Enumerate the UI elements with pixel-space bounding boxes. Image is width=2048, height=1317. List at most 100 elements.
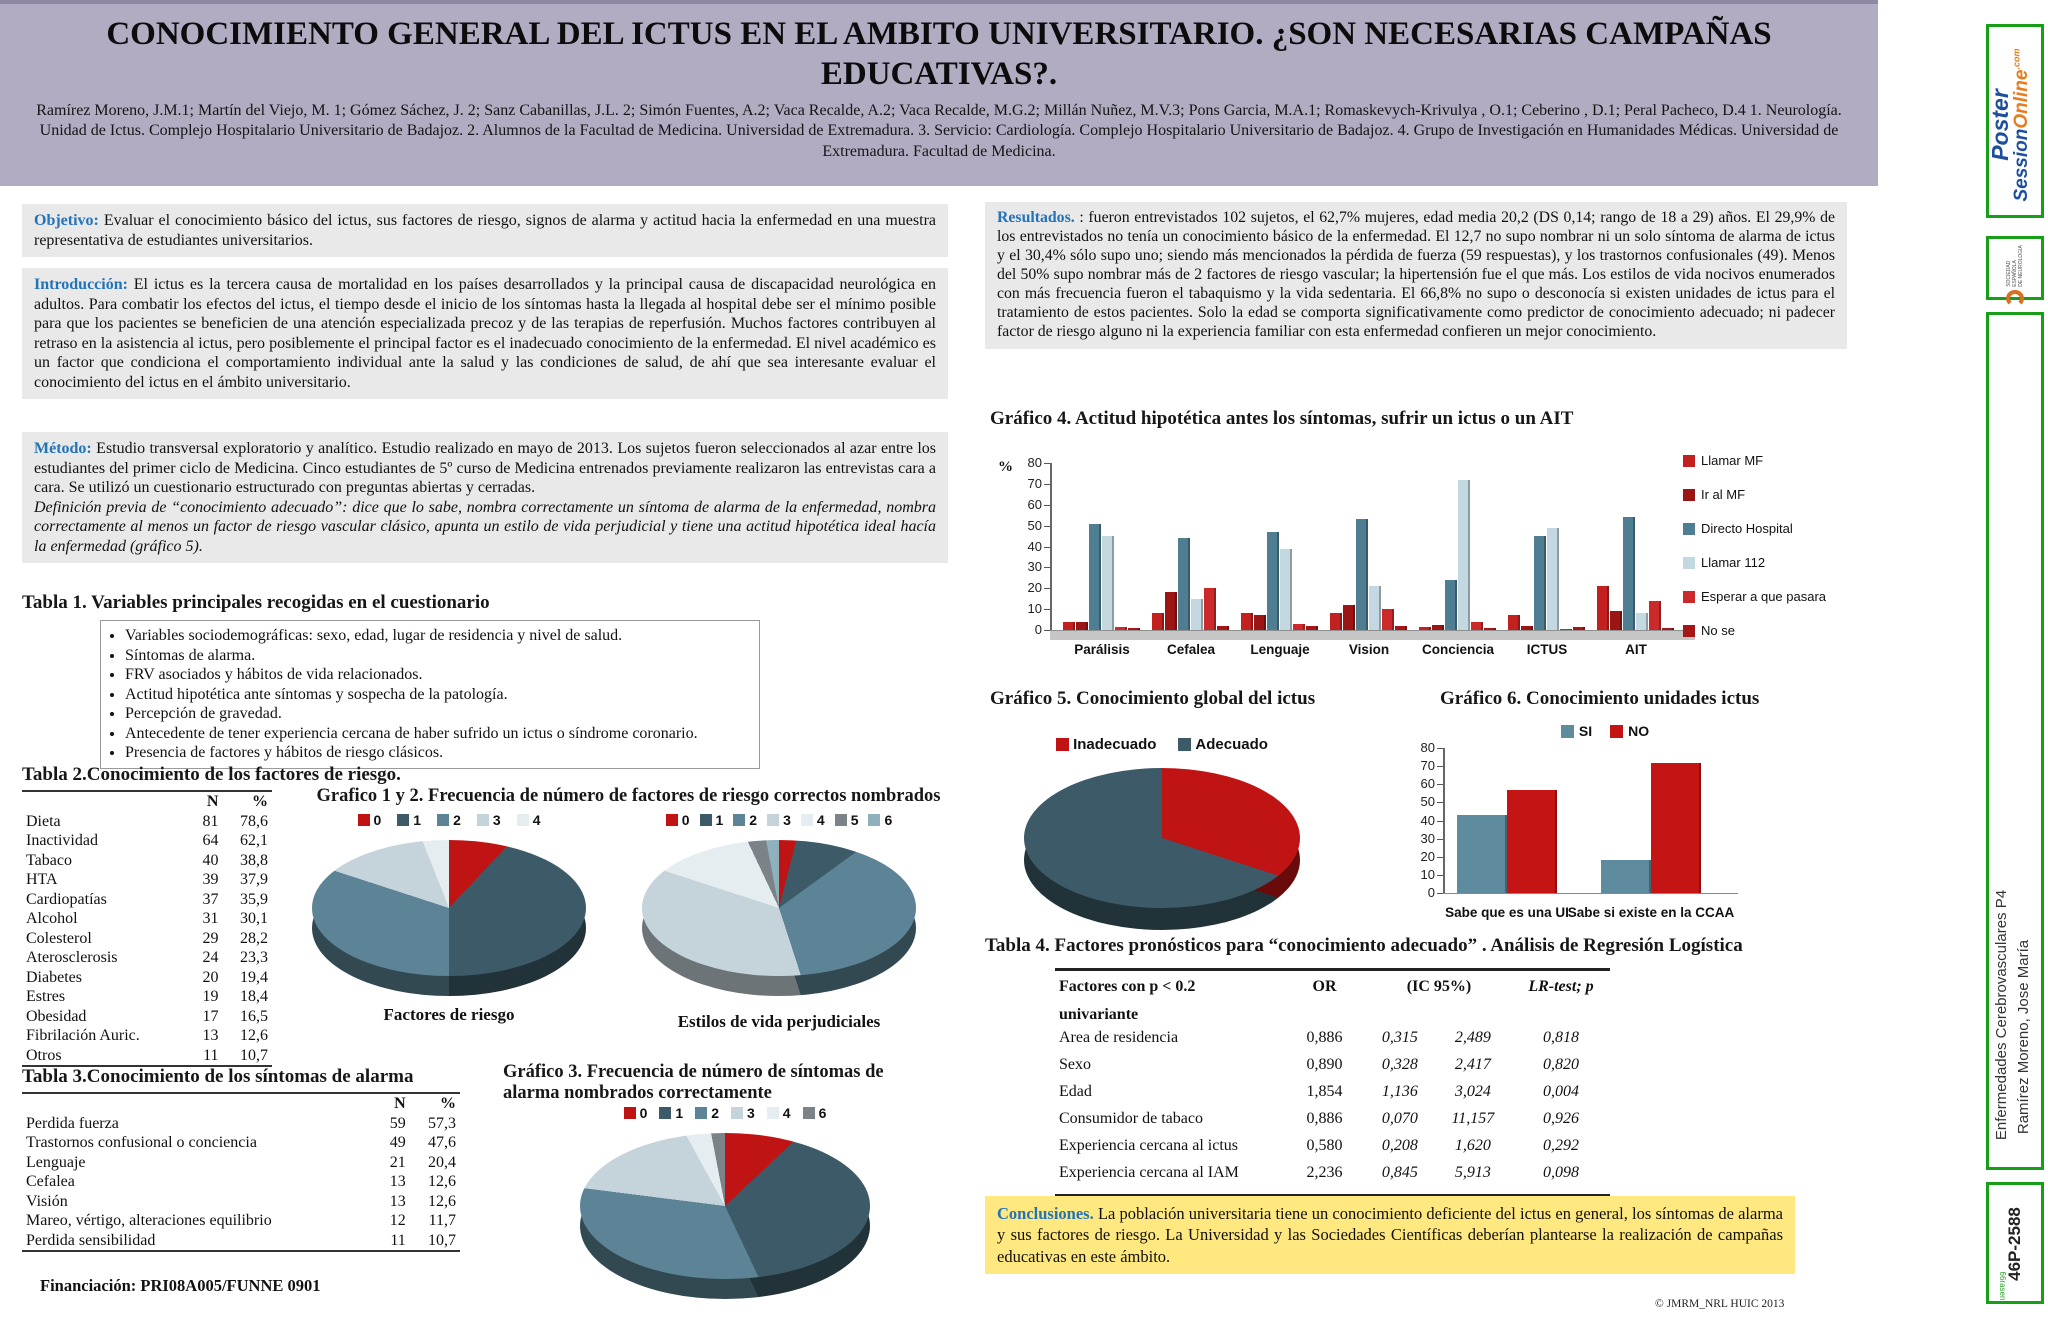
legend-label: Ir al MF (1701, 487, 1746, 502)
objetivo-section: Objetivo: Evaluar el conocimiento básico… (22, 204, 948, 258)
bar (1115, 626, 1127, 630)
y-tick-label: 20 (1027, 580, 1042, 596)
legend-label: Esperar a que pasara (1701, 589, 1827, 604)
y-tick-label: 0 (1427, 885, 1435, 900)
row-value: 11 (390, 1231, 406, 1249)
col-header: N (394, 1095, 406, 1112)
row-value: 47,6 (428, 1134, 456, 1152)
table-row: Trastornos confusional o conciencia 49 47,… (22, 1133, 460, 1153)
tabla1-item: Actitud hipotética ante síntomas y sospe… (125, 685, 749, 705)
y-tick-mark (1437, 766, 1443, 768)
row-label: Lenguaje (26, 1153, 86, 1171)
bar (1191, 598, 1203, 630)
row-value: 24 (202, 949, 219, 967)
resultados-text: : fueron entrevistados 102 sujetos, el 6… (997, 209, 1835, 340)
row-value: 0,292 (1543, 1136, 1579, 1154)
tabla4-body: Area de residencia 0,886 0,315 2,489 0,818 Se… (1055, 1024, 1610, 1186)
row-value: 0,004 (1543, 1082, 1579, 1100)
table-row: Dieta 81 78,6 (22, 812, 272, 832)
row-value: 78,6 (240, 812, 268, 830)
x-category-label: Cefalea (1166, 642, 1216, 657)
copyright-credit: © JMRM_NRL HUIC 2013 (1655, 1298, 1785, 1310)
legend-swatch (397, 814, 410, 826)
x-category-label: Sabe que es una UI (1445, 905, 1569, 920)
legend-item: 6 (802, 1105, 827, 1121)
poster-authors: Ramírez Moreno, J.M.1; Martín del Viejo,… (36, 101, 1842, 161)
row-label: Fibrilación Auric. (26, 1027, 140, 1045)
y-tick-mark (1437, 748, 1443, 749)
resultados-section: Resultados. : fueron entrevistados 102 s… (985, 202, 1847, 349)
conclusiones-label: Conclusiones. (997, 1204, 1094, 1223)
row-value: 0,818 (1543, 1028, 1579, 1046)
legend-swatch (802, 1107, 815, 1119)
legend-label: 6 (818, 1105, 827, 1121)
bar (1280, 548, 1292, 630)
y-tick-label: 80 (1420, 740, 1435, 755)
legend-swatch (1683, 556, 1695, 569)
tabla2-body: N% Dieta 81 78,6 Inactividad 64 62,1 Tabaco 40 38… (22, 791, 272, 1066)
row-value: 11 (203, 1046, 219, 1064)
table-header-row: N% (22, 791, 272, 812)
pie-legend: 0 1 2 3 4 5 6 (640, 812, 918, 828)
row-value: 12,6 (428, 1192, 456, 1210)
y-tick-mark (1437, 820, 1443, 822)
tabla1-list: Variables sociodemográficas: sexo, edad,… (111, 626, 749, 763)
legend-item: 3 (767, 812, 791, 828)
x-category-label: Sabe si existe en la CCAA (1567, 905, 1735, 920)
tabla1-item: Variables sociodemográficas: sexo, edad,… (125, 626, 749, 646)
y-tick-mark (1437, 893, 1443, 894)
row-value: 57,3 (428, 1114, 456, 1132)
bar (1306, 625, 1318, 630)
tabla4-title: Tabla 4. Factores pronósticos para “cono… (985, 935, 1743, 956)
table-row: HTA 39 37,9 (22, 870, 272, 890)
row-label: Dieta (26, 812, 61, 830)
tabla3: N% Perdida fuerza 59 57,3 Trastornos confusi… (22, 1092, 460, 1253)
y-tick-label: 50 (1420, 794, 1435, 810)
row-label: Consumidor de tabaco (1059, 1109, 1203, 1127)
bar (1471, 621, 1483, 630)
tabla4-header-lr: LR-test; p (1528, 978, 1594, 995)
bar (1102, 536, 1114, 630)
legend-swatch (868, 814, 881, 826)
row-value: 0,208 (1381, 1136, 1418, 1154)
bar (1204, 588, 1216, 630)
legend-item: 0 (357, 812, 381, 828)
pie-legend: 0 1 2 3 4 (310, 812, 588, 828)
row-value: 0,926 (1543, 1109, 1579, 1127)
legend-item: Esperar a que pasara (1683, 589, 1826, 604)
row-value: 38,8 (240, 851, 268, 869)
chart-legend: SI NO (1395, 723, 1815, 739)
legend-label: 1 (413, 812, 422, 828)
legend-swatch (623, 1107, 636, 1119)
row-value: 1,136 (1381, 1082, 1418, 1100)
conclusiones-section: Conclusiones. La población universitaria… (985, 1196, 1795, 1275)
legend-item: 4 (516, 812, 540, 828)
row-value: 19 (202, 988, 219, 1006)
legend-swatch (1683, 590, 1695, 603)
legend-swatch (1610, 724, 1624, 738)
row-label: HTA (26, 871, 58, 889)
row-value: 2,489 (1454, 1028, 1491, 1046)
y-tick-mark (1437, 784, 1443, 786)
legend-swatch (767, 814, 780, 826)
sen-brain-icon (2006, 289, 2024, 307)
sen-text-2: DE NEUROLOGIA (2018, 245, 2024, 287)
tabla1-title: Tabla 1. Variables principales recogidas… (22, 592, 490, 613)
y-tick-label: 30 (1027, 559, 1042, 575)
col-header: N (206, 793, 219, 810)
bar (1484, 627, 1496, 630)
legend-label: 3 (783, 812, 791, 828)
x-category-label: Conciencia (1421, 642, 1495, 657)
legend-label: Llamar 112 (1701, 555, 1766, 570)
legend-swatch (1178, 738, 1192, 751)
row-value: 37 (202, 890, 219, 908)
bar (1089, 523, 1101, 630)
table-row: Tabaco 40 38,8 (22, 851, 272, 871)
bar (1382, 609, 1394, 630)
row-label: Perdida sensibilidad (26, 1231, 156, 1249)
row-value: 0,886 (1306, 1028, 1343, 1046)
x-category-label: Lenguaje (1250, 642, 1310, 657)
legend-label: 4 (782, 1105, 791, 1121)
introduccion-text: El ictus es la tercera causa de mortalid… (34, 276, 936, 391)
bar (1076, 621, 1088, 630)
